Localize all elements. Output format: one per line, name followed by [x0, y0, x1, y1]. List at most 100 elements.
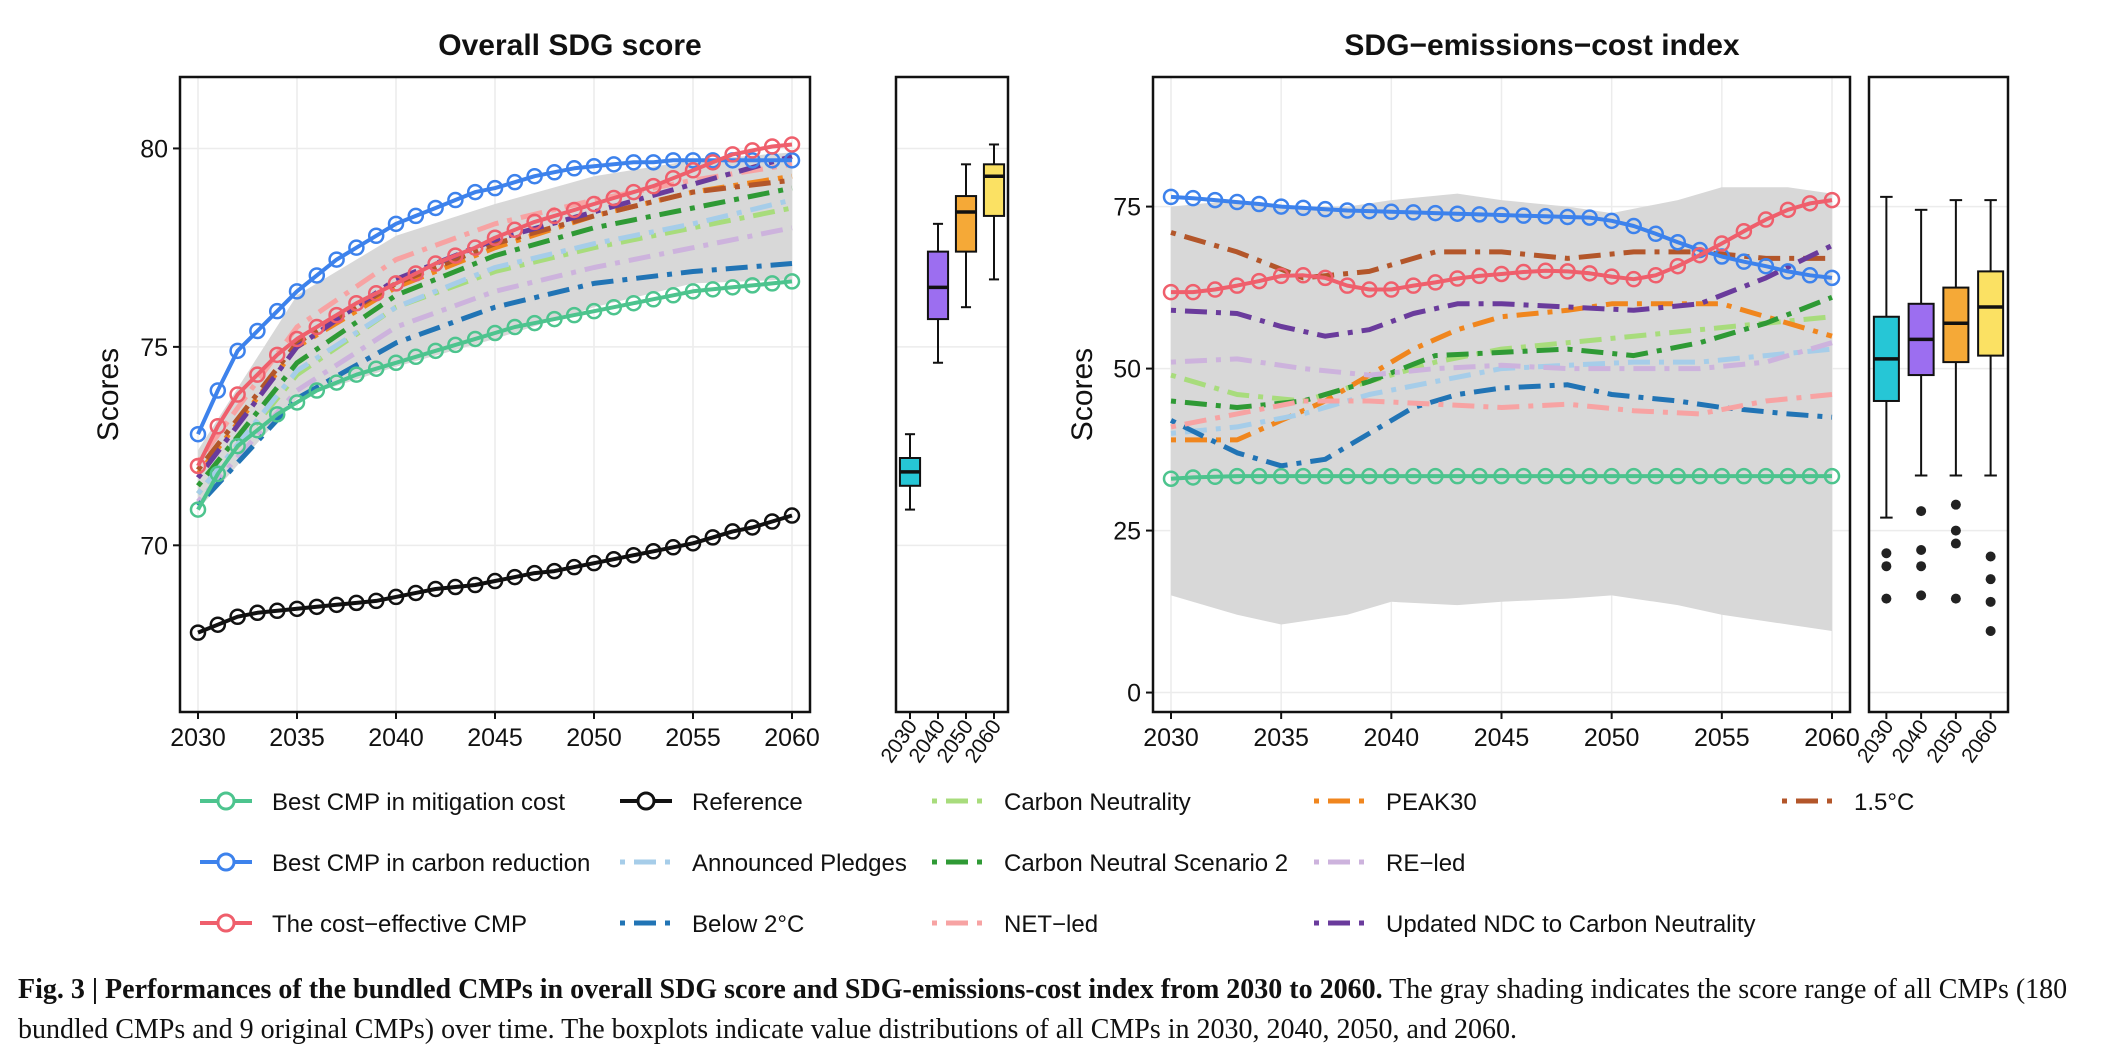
legend-swatch-marker	[636, 791, 656, 811]
data-point	[1206, 468, 1224, 486]
box-2060: 2060	[1957, 199, 2005, 767]
data-point	[763, 138, 781, 155]
data-point	[367, 360, 385, 377]
data-point	[1757, 211, 1775, 228]
data-point	[1228, 193, 1246, 211]
series-line	[196, 205, 793, 496]
data-point	[1206, 191, 1224, 209]
series-0	[1162, 467, 1841, 487]
y-tick-label: 70	[140, 532, 168, 560]
legend-label: PEAK30	[1386, 789, 1477, 816]
x-tick-label: 2035	[1253, 724, 1309, 752]
legend-item: PEAK30	[1314, 789, 1477, 816]
data-point	[407, 348, 425, 366]
box-body	[926, 250, 950, 321]
data-point	[546, 164, 563, 181]
series-7	[1170, 340, 1833, 378]
data-point	[249, 604, 266, 622]
data-point	[486, 572, 504, 590]
series-line	[196, 225, 793, 504]
data-point	[744, 277, 761, 294]
data-point	[1515, 263, 1532, 281]
box-outlier	[1916, 590, 1927, 601]
box-outlier	[1950, 499, 1961, 510]
data-point	[1779, 263, 1797, 280]
data-point	[427, 342, 444, 360]
legend-item: NET−led	[932, 911, 1098, 938]
data-point	[189, 457, 207, 475]
box-2030: 2030	[876, 433, 922, 767]
data-point	[1294, 199, 1312, 217]
data-point	[387, 275, 405, 292]
legend-label: Carbon Neutral Scenario 2	[1004, 850, 1288, 877]
data-point	[1316, 200, 1334, 218]
data-point	[1449, 467, 1466, 485]
x-tick-label: 2030	[1143, 724, 1199, 752]
legend-label: Best CMP in mitigation cost	[272, 789, 565, 816]
data-point	[506, 568, 524, 586]
data-point	[1537, 262, 1554, 279]
caption-text: The gray shading indicates the score ran…	[18, 974, 2068, 1045]
data-point	[1735, 467, 1753, 485]
data-point	[724, 279, 741, 296]
data-point	[1471, 467, 1488, 485]
data-point	[209, 382, 227, 399]
data-point	[1537, 208, 1554, 225]
data-point	[1449, 205, 1466, 222]
data-point	[387, 588, 405, 606]
series-line	[196, 261, 793, 508]
legend-item: Carbon Neutrality	[932, 789, 1191, 816]
series-line	[1170, 340, 1833, 378]
data-point	[763, 513, 781, 530]
data-point	[1272, 198, 1290, 215]
box-outlier	[1916, 506, 1927, 517]
series-line	[196, 197, 793, 496]
series-line	[1170, 243, 1834, 339]
data-point	[427, 255, 444, 272]
box-outlier	[1985, 551, 1996, 562]
chart-title: Overall SDG score	[438, 29, 701, 62]
series-10	[196, 261, 793, 508]
series-0	[189, 273, 801, 518]
data-point	[1691, 467, 1709, 485]
data-point	[526, 213, 543, 231]
y-tick-label: 80	[140, 135, 168, 163]
box-2040: 2040	[1888, 208, 1935, 767]
data-point	[367, 227, 385, 244]
data-point	[466, 330, 484, 348]
caption-bold: Fig. 3 | Performances of the bundled CMP…	[18, 974, 1383, 1005]
data-point	[664, 287, 682, 304]
data-point	[1250, 272, 1268, 290]
data-point	[565, 160, 583, 177]
data-point	[1779, 467, 1797, 485]
y-axis-label: Scores	[92, 348, 125, 441]
data-point	[1713, 467, 1731, 485]
legend-label: NET−led	[1004, 911, 1098, 938]
data-point	[625, 294, 642, 312]
data-point	[268, 406, 286, 423]
data-point	[447, 336, 464, 354]
data-point	[348, 594, 365, 612]
data-point	[1581, 467, 1598, 485]
data-point	[1361, 202, 1378, 220]
data-point	[724, 523, 741, 540]
data-point	[744, 142, 761, 159]
data-point	[1184, 189, 1202, 207]
data-point	[1383, 281, 1400, 298]
series-line	[196, 279, 793, 511]
data-point	[328, 251, 345, 268]
data-point	[1493, 206, 1510, 224]
data-point	[1735, 222, 1753, 240]
box-x-tick-label: 2050	[1922, 716, 1968, 767]
data-point	[744, 152, 761, 169]
y-axis: 0 25 50 75	[1113, 194, 1153, 708]
box-x-tick-label: 2060	[1957, 716, 2003, 767]
series-1	[189, 507, 801, 641]
data-point	[1757, 467, 1775, 485]
data-point	[1537, 467, 1554, 485]
data-point	[189, 425, 207, 443]
legend: Best CMP in mitigation cost Best CMP in c…	[200, 789, 1914, 938]
data-point	[585, 158, 603, 175]
